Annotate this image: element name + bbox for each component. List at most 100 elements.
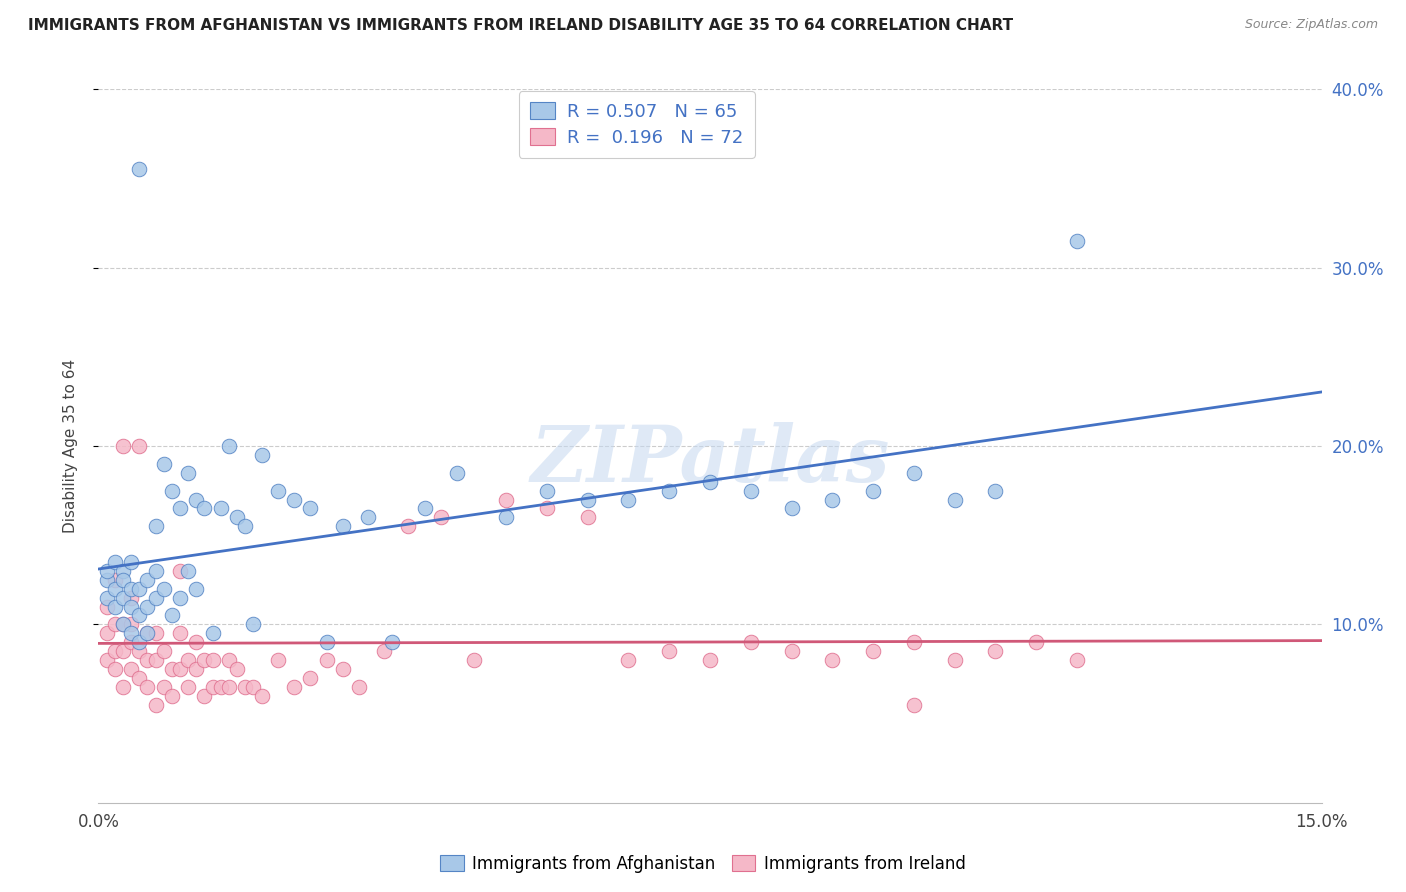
Point [943,492,966,507]
Point [145,698,167,712]
Point [136,653,159,667]
Point [821,492,844,507]
Point [862,644,884,658]
Point [821,653,844,667]
Point [193,689,215,703]
Point [152,644,174,658]
Point [576,510,599,524]
Point [104,644,127,658]
Point [349,680,371,694]
Point [145,564,167,578]
Legend: Immigrants from Afghanistan, Immigrants from Ireland: Immigrants from Afghanistan, Immigrants … [434,848,972,880]
Point [128,608,150,623]
Point [160,689,183,703]
Point [267,483,290,498]
Point [177,680,200,694]
Point [96,573,118,587]
Point [373,644,395,658]
Point [104,582,127,596]
Point [169,591,191,605]
Point [120,599,142,614]
Point [903,698,925,712]
Point [152,582,174,596]
Point [104,599,127,614]
Point [136,626,159,640]
Point [96,626,118,640]
Point [283,492,305,507]
Point [169,501,191,516]
Point [430,510,453,524]
Point [495,492,517,507]
Point [152,680,174,694]
Point [332,662,354,676]
Point [740,483,762,498]
Point [617,492,640,507]
Point [152,457,174,471]
Point [111,573,134,587]
Point [984,644,1007,658]
Point [862,483,884,498]
Point [193,653,215,667]
Point [120,617,142,632]
Point [984,483,1007,498]
Point [209,501,232,516]
Point [96,599,118,614]
Point [169,662,191,676]
Point [780,501,803,516]
Point [201,680,224,694]
Point [128,582,150,596]
Point [111,591,134,605]
Y-axis label: Disability Age 35 to 64: Disability Age 35 to 64 [63,359,77,533]
Text: ZIPatlas: ZIPatlas [530,422,890,499]
Point [104,555,127,569]
Point [136,626,159,640]
Point [201,653,224,667]
Point [315,635,337,649]
Point [495,510,517,524]
Point [250,448,273,462]
Point [356,510,378,524]
Point [169,626,191,640]
Point [111,617,134,632]
Point [315,653,337,667]
Point [186,492,208,507]
Point [943,653,966,667]
Point [218,680,240,694]
Point [136,680,159,694]
Point [413,501,436,516]
Point [186,582,208,596]
Point [145,591,167,605]
Text: IMMIGRANTS FROM AFGHANISTAN VS IMMIGRANTS FROM IRELAND DISABILITY AGE 35 TO 64 C: IMMIGRANTS FROM AFGHANISTAN VS IMMIGRANT… [28,18,1014,33]
Point [218,653,240,667]
Point [145,653,167,667]
Point [218,439,240,453]
Point [617,653,640,667]
Point [396,519,419,533]
Point [233,680,256,694]
Point [250,689,273,703]
Point [128,635,150,649]
Point [283,680,305,694]
Point [658,483,681,498]
Point [120,662,142,676]
Point [120,635,142,649]
Point [186,662,208,676]
Point [111,644,134,658]
Point [446,466,468,480]
Point [177,564,200,578]
Point [145,626,167,640]
Point [104,617,127,632]
Point [96,591,118,605]
Point [111,564,134,578]
Point [536,483,558,498]
Point [177,466,200,480]
Point [160,483,183,498]
Point [177,653,200,667]
Point [299,501,322,516]
Point [136,573,159,587]
Point [169,564,191,578]
Point [226,510,249,524]
Point [267,653,290,667]
Point [1066,653,1088,667]
Point [381,635,404,649]
